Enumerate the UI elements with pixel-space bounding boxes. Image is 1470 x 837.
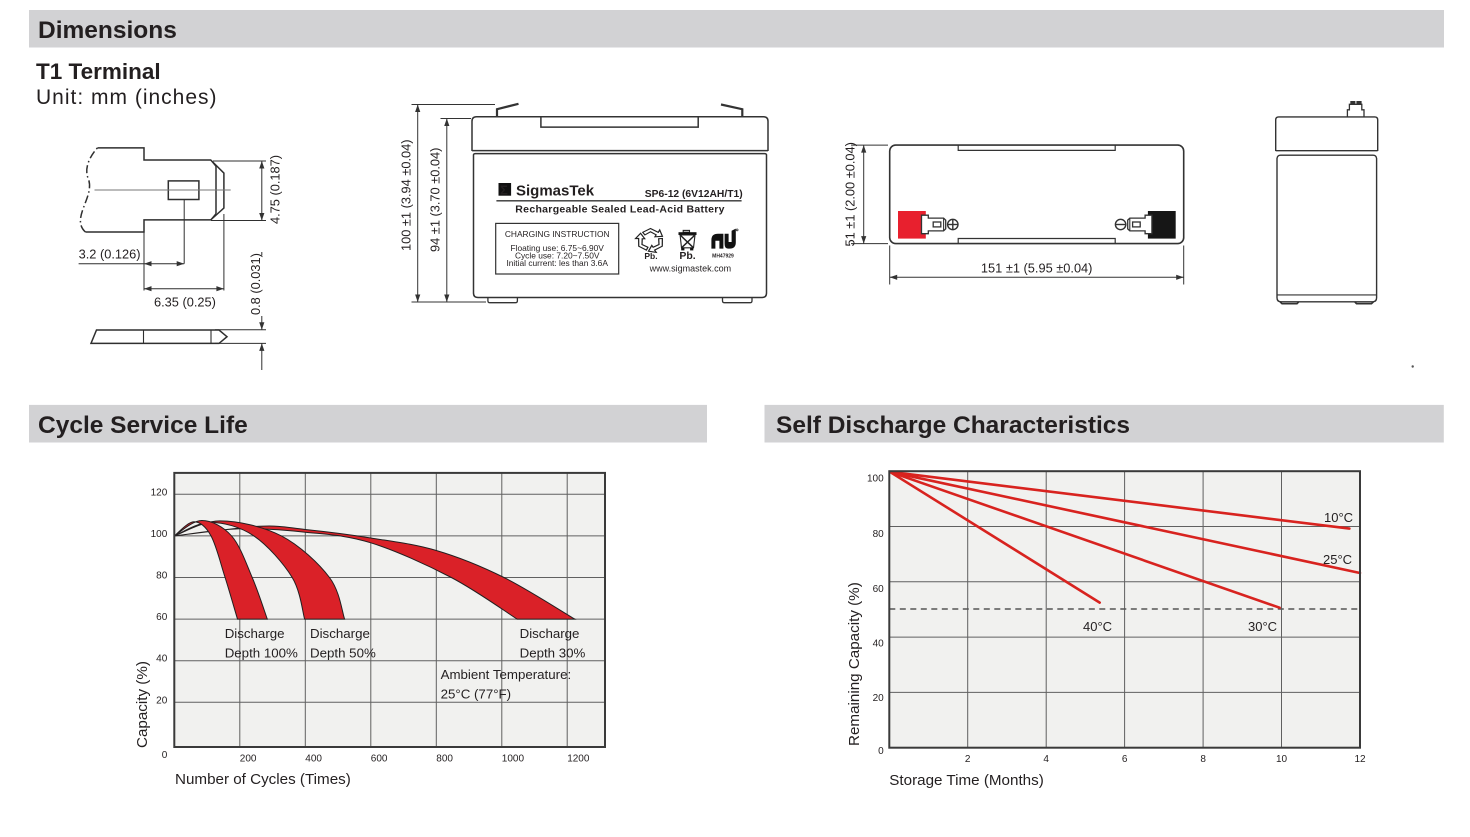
svg-text:www.sigmastek.com: www.sigmastek.com [649, 263, 732, 273]
svg-text:Discharge: Discharge [520, 626, 580, 641]
svg-text:Cycle use: 7.20~7.50V: Cycle use: 7.20~7.50V [515, 250, 600, 260]
svg-text:0: 0 [878, 746, 884, 757]
svg-text:40: 40 [156, 654, 168, 665]
svg-text:Pb.: Pb. [679, 250, 695, 262]
svg-text:100 ±1 (3.94 ±0.04): 100 ±1 (3.94 ±0.04) [399, 139, 414, 251]
svg-text:8: 8 [1200, 754, 1206, 765]
svg-text:600: 600 [371, 753, 388, 764]
svg-text:Remaining Capacity (%): Remaining Capacity (%) [846, 582, 863, 746]
svg-text:120: 120 [151, 487, 168, 498]
svg-text:CHARGING INSTRUCTION: CHARGING INSTRUCTION [505, 229, 610, 239]
svg-text:T1 Terminal: T1 Terminal [36, 59, 161, 84]
svg-text:94 ±1 (3.70 ±0.04): 94 ±1 (3.70 ±0.04) [428, 148, 443, 252]
svg-text:4.75 (0.187): 4.75 (0.187) [268, 155, 283, 224]
svg-text:4: 4 [1043, 754, 1049, 765]
svg-text:25°C (77°F): 25°C (77°F) [441, 687, 512, 702]
svg-text:6: 6 [1122, 754, 1128, 765]
svg-text:Unit: mm (inches): Unit: mm (inches) [36, 86, 218, 109]
svg-text:Cycle Service Life: Cycle Service Life [38, 412, 248, 439]
svg-text:SigmasTek: SigmasTek [516, 183, 595, 200]
svg-text:30°C: 30°C [1248, 619, 1277, 634]
svg-text:Initial current: les than 3.6A: Initial current: les than 3.6A [506, 258, 608, 268]
svg-text:0: 0 [162, 750, 168, 761]
svg-text:Self Discharge Characteristics: Self Discharge Characteristics [776, 412, 1130, 439]
svg-text:6.35 (0.25): 6.35 (0.25) [154, 295, 216, 310]
svg-text:Rechargeable Sealed Lead-Acid: Rechargeable Sealed Lead-Acid Battery [515, 203, 725, 215]
svg-text:100: 100 [867, 473, 884, 484]
svg-text:Pb.: Pb. [644, 251, 657, 261]
svg-text:200: 200 [240, 753, 257, 764]
svg-text:2: 2 [965, 754, 971, 765]
svg-text:SP6-12 (6V12AH/T1): SP6-12 (6V12AH/T1) [645, 189, 743, 200]
svg-text:Capacity (%): Capacity (%) [134, 661, 151, 748]
svg-text:3.2 (0.126): 3.2 (0.126) [79, 247, 141, 262]
svg-text:Dimensions: Dimensions [38, 17, 177, 44]
svg-text:Discharge: Discharge [225, 626, 285, 641]
svg-text:40°C: 40°C [1083, 619, 1112, 634]
svg-text:20: 20 [873, 693, 885, 704]
svg-text:1000: 1000 [502, 753, 525, 764]
svg-text:12: 12 [1354, 754, 1366, 765]
svg-text:60: 60 [873, 584, 885, 595]
svg-text:80: 80 [156, 571, 168, 582]
svg-text:25°C: 25°C [1323, 552, 1352, 567]
svg-text:151 ±1 (5.95 ±0.04): 151 ±1 (5.95 ±0.04) [981, 261, 1093, 276]
svg-text:Discharge: Discharge [310, 626, 370, 641]
svg-text:40: 40 [873, 638, 885, 649]
svg-text:10°C: 10°C [1324, 510, 1353, 525]
svg-text:Storage Time (Months): Storage Time (Months) [889, 772, 1043, 789]
svg-text:100: 100 [151, 529, 168, 540]
svg-text:80: 80 [873, 529, 885, 540]
svg-text:Depth 100%: Depth 100% [225, 646, 298, 661]
svg-text:20: 20 [156, 695, 168, 706]
svg-text:0.8 (0.031): 0.8 (0.031) [248, 253, 263, 315]
svg-text:Floating use: 6.75~6.90V: Floating use: 6.75~6.90V [511, 243, 605, 253]
svg-text:1200: 1200 [567, 753, 590, 764]
svg-text:Number of Cycles (Times): Number of Cycles (Times) [175, 771, 351, 788]
svg-text:10: 10 [1276, 754, 1288, 765]
svg-text:800: 800 [436, 753, 453, 764]
svg-text:Ambient Temperature:: Ambient Temperature: [441, 667, 572, 682]
svg-text:Depth 30%: Depth 30% [520, 646, 586, 661]
svg-text:400: 400 [305, 753, 322, 764]
svg-text:60: 60 [156, 612, 168, 623]
svg-text:51 ±1 (2.00 ±0.04): 51 ±1 (2.00 ±0.04) [843, 142, 858, 246]
svg-text:MH47929: MH47929 [712, 254, 734, 260]
svg-text:Depth 50%: Depth 50% [310, 646, 376, 661]
svg-text:Σ: Σ [500, 183, 508, 198]
